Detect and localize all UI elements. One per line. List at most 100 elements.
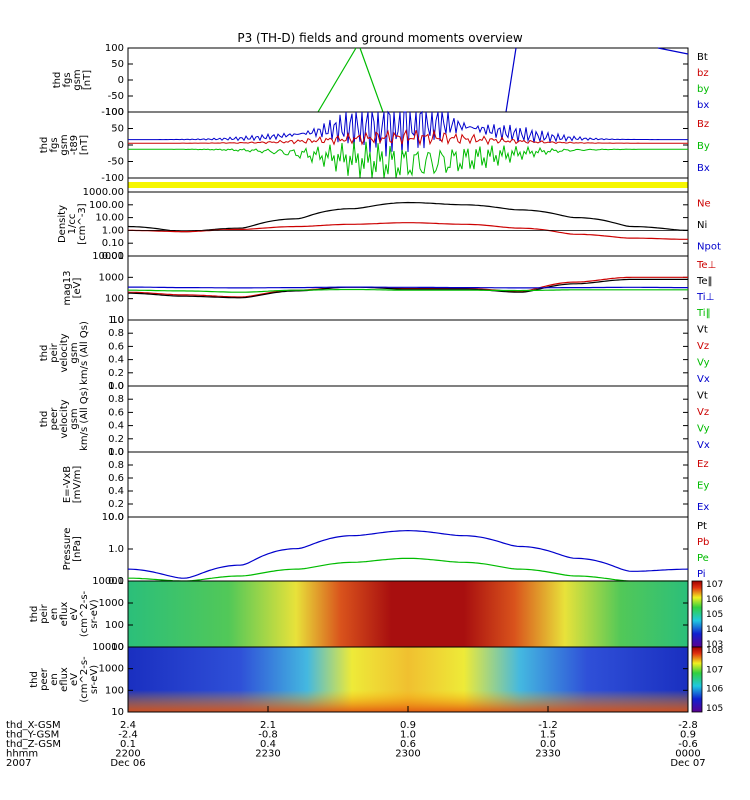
y-tick-label: 0.8 (108, 460, 124, 471)
y-axis-label: sr-eV) (89, 665, 100, 694)
legend-bx: bx (697, 100, 709, 111)
y-axis-label: thd (52, 72, 63, 89)
y-tick-label: -100 (101, 107, 124, 118)
y-tick-label: 1.0 (108, 315, 124, 326)
y-axis-label: eV (69, 673, 80, 686)
y-axis-label: -t89 (69, 135, 80, 155)
legend-Vx: Vx (697, 374, 710, 385)
y-axis-label: en (49, 608, 60, 621)
series-bx-1 (505, 47, 517, 113)
legend-Vt: Vt (697, 324, 708, 335)
y-axis-label: sr-eV) (89, 599, 100, 628)
y-tick-label: 0.0 (108, 447, 124, 458)
legend-By: By (697, 141, 710, 152)
legend-Bz: Bz (697, 119, 709, 130)
colorbar-peer (691, 646, 703, 713)
y-tick-label: 0.10 (102, 238, 124, 249)
y-tick-label: 1000 (99, 598, 124, 609)
y-tick-label: 100.00 (89, 200, 124, 211)
y-tick-label: 100 (105, 685, 124, 696)
series-bx-2 (657, 47, 689, 55)
y-tick-label: 100 (105, 294, 124, 305)
y-tick-label: 0.8 (108, 328, 124, 339)
x-tick-value: Dec 06 (110, 758, 145, 769)
series-Ne (128, 222, 688, 240)
x-tick-value: 2.1 (260, 720, 276, 731)
y-axis-label: gsm (72, 69, 83, 90)
y-axis-label: (cm^2-s- (79, 656, 90, 703)
legend-by: by (697, 84, 709, 95)
y-axis-label: [nPa] (72, 536, 83, 562)
y-tick-label: 0.4 (108, 421, 124, 432)
y-tick-label: 0.4 (108, 486, 124, 497)
series-Ti⊥ (128, 286, 688, 289)
y-axis-label: [mV/m] (72, 466, 83, 504)
colorbar-label: 107 (706, 580, 723, 590)
y-tick-label: 50 (111, 59, 124, 70)
x-tick-value: 2.4 (120, 720, 136, 731)
y-tick-label: 1000.00 (83, 187, 124, 198)
y-tick-label: 100 (105, 620, 124, 631)
panel-frame-efield (127, 451, 689, 518)
y-tick-label: 10000 (92, 251, 124, 262)
legend-Ey: Ey (697, 481, 709, 492)
y-axis-label: velocity (59, 333, 70, 372)
y-tick-label: 100 (105, 107, 124, 118)
x-tick-value: -0.6 (678, 739, 698, 750)
y-tick-label: 10 (111, 707, 124, 718)
x-tick-value: 0.0 (540, 739, 556, 750)
legend-Vz: Vz (697, 407, 709, 418)
x-tick-value: 0.1 (120, 739, 136, 750)
x-tick-value: -2.8 (678, 720, 698, 731)
y-tick-label: 0 (118, 75, 124, 86)
y-tick-label: -50 (108, 157, 124, 168)
colorbar-peir (691, 580, 703, 648)
colorbar-label: 103 (706, 640, 723, 650)
x-tick-value: 0000 (675, 749, 700, 760)
y-axis-label: fgs (49, 137, 60, 152)
legend-Vz: Vz (697, 341, 709, 352)
series-by-2 (359, 47, 384, 113)
y-axis-label: thd (39, 411, 50, 428)
y-axis-label: [nT] (79, 135, 90, 155)
series-Bz (128, 129, 688, 147)
x-tick-value: 1.0 (400, 730, 416, 741)
colorbar-label: 105 (706, 704, 723, 714)
y-axis-label: gsm (69, 408, 80, 429)
y-tick-label: 10 (111, 642, 124, 653)
legend-Te‖: Te‖ (696, 276, 713, 287)
y-axis-label: thd (39, 137, 50, 154)
legend-Bt: Bt (697, 52, 708, 63)
x-tick-value: -1.2 (538, 720, 558, 731)
y-axis-label: thd (29, 671, 40, 688)
y-tick-label: 100 (105, 43, 124, 54)
y-tick-label: 1.0 (108, 447, 124, 458)
legend-Vy: Vy (697, 357, 710, 368)
legend-Ne: Ne (697, 199, 711, 210)
series-By (128, 141, 688, 179)
y-tick-label: 0.6 (108, 407, 124, 418)
x-row-label: thd_X-GSM (6, 720, 61, 731)
series-Pe (128, 557, 688, 582)
y-axis-label: velocity (59, 399, 70, 438)
y-axis-label: thd (29, 606, 40, 623)
legend-Vt: Vt (697, 390, 708, 401)
legend-Pt: Pt (697, 521, 707, 532)
x-tick-value: 2300 (395, 749, 420, 760)
y-tick-label: 1000 (99, 664, 124, 675)
y-tick-label: 0.2 (108, 499, 124, 510)
y-axis-label: mag13 (62, 271, 73, 306)
peir-spectrogram (128, 581, 688, 647)
y-axis-label: [nT] (82, 70, 93, 90)
y-tick-label: 50 (111, 124, 124, 135)
y-tick-label: 1.00 (102, 225, 124, 236)
x-tick-value: 2200 (115, 749, 140, 760)
x-row-label: 2007 (6, 758, 31, 769)
colorbar-label: 108 (706, 646, 723, 656)
y-axis-label: fgs (62, 72, 73, 87)
series-Te‖ (128, 278, 688, 299)
y-axis-label: km/s (All Qs) (79, 321, 90, 385)
legend-Te⊥: Te⊥ (696, 260, 716, 271)
colorbar-label: 104 (706, 625, 723, 635)
